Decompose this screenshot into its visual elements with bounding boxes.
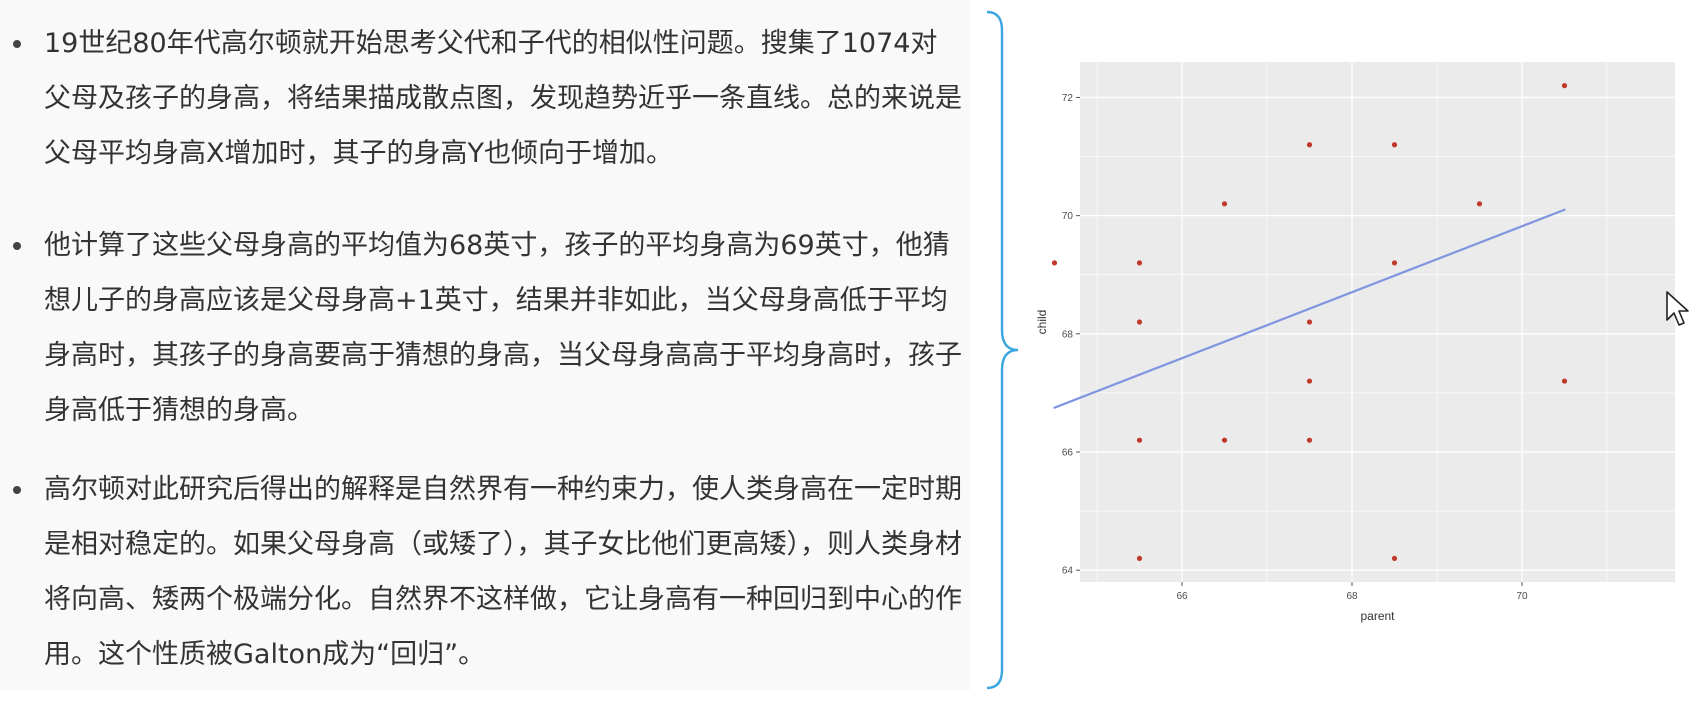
- data-point: [1307, 378, 1312, 383]
- curly-brace: [982, 8, 1022, 692]
- bullet-item-1: 19世纪80年代高尔顿就开始思考父代和子代的相似性问题。搜集了1074对父母及孩…: [44, 16, 964, 181]
- data-point: [1052, 260, 1057, 265]
- bullet-dot: [13, 486, 21, 494]
- y-tick-label: 66: [1062, 448, 1074, 459]
- bullet-text-2: 他计算了这些父母身高的平均值为68英寸，孩子的平均身高为69英寸，他猜想儿子的身…: [44, 230, 962, 426]
- data-point: [1137, 438, 1142, 443]
- data-point: [1392, 142, 1397, 147]
- bullet-item-2: 他计算了这些父母身高的平均值为68英寸，孩子的平均身高为69英寸，他猜想儿子的身…: [44, 218, 964, 438]
- brace-path: [987, 12, 1018, 688]
- data-point: [1392, 556, 1397, 561]
- bullet-dot: [13, 40, 21, 48]
- x-tick-label: 68: [1346, 591, 1358, 602]
- chart-svg: 66 68 70 64 66 68 70 72 parent child: [1030, 30, 1700, 650]
- x-tick-label: 70: [1516, 591, 1528, 602]
- data-point: [1477, 201, 1482, 206]
- data-point: [1307, 438, 1312, 443]
- bullet-item-3: 高尔顿对此研究后得出的解释是自然界有一种约束力，使人类身高在一定时期是相对稳定的…: [44, 462, 964, 682]
- data-point: [1222, 438, 1227, 443]
- data-point: [1307, 319, 1312, 324]
- bullet-text-1: 19世纪80年代高尔顿就开始思考父代和子代的相似性问题。搜集了1074对父母及孩…: [44, 28, 962, 169]
- bullet-text-3: 高尔顿对此研究后得出的解释是自然界有一种约束力，使人类身高在一定时期是相对稳定的…: [44, 474, 962, 670]
- plot-panel: [1080, 62, 1675, 582]
- data-point: [1392, 260, 1397, 265]
- mouse-cursor-icon: [1665, 290, 1691, 328]
- data-point: [1562, 378, 1567, 383]
- y-tick-label: 64: [1062, 566, 1074, 577]
- y-tick-label: 70: [1062, 211, 1074, 222]
- data-point: [1137, 319, 1142, 324]
- x-tick-label: 66: [1176, 591, 1188, 602]
- y-tick-label: 72: [1062, 93, 1074, 104]
- data-point: [1222, 201, 1227, 206]
- bullet-dot: [13, 242, 21, 250]
- x-axis-title: parent: [1360, 609, 1395, 623]
- text-panel: 19世纪80年代高尔顿就开始思考父代和子代的相似性问题。搜集了1074对父母及孩…: [0, 0, 970, 690]
- data-point: [1137, 556, 1142, 561]
- data-point: [1307, 142, 1312, 147]
- scatter-chart: 66 68 70 64 66 68 70 72 parent child: [1030, 30, 1700, 650]
- data-point: [1562, 83, 1567, 88]
- y-axis-title: child: [1035, 310, 1049, 335]
- data-point: [1137, 260, 1142, 265]
- y-tick-label: 68: [1062, 329, 1074, 340]
